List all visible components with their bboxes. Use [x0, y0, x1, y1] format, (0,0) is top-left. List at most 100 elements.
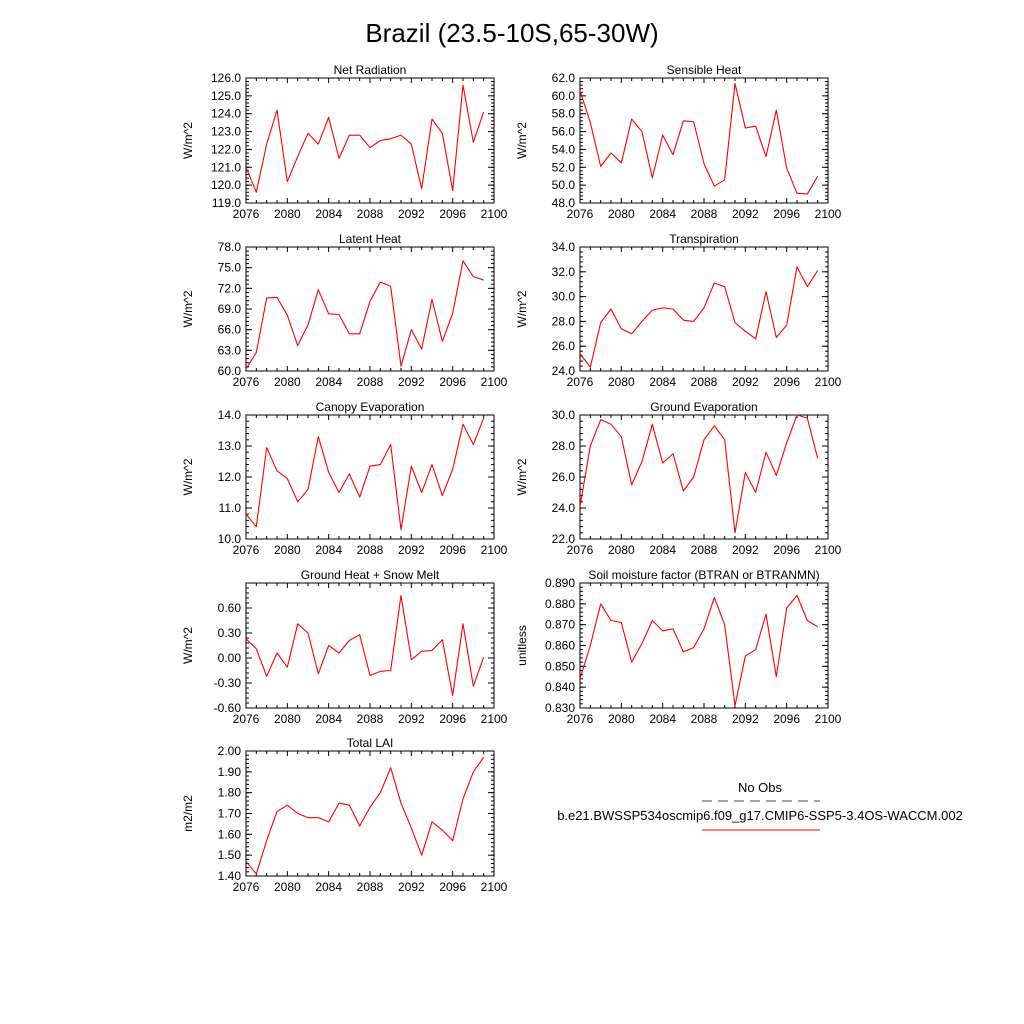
- panel-title: Ground Evaporation: [650, 400, 757, 414]
- series-line: [579, 82, 819, 195]
- y-tick-label: 78.0: [218, 240, 242, 254]
- legend-model-label: b.e21.BWSSP534oscmip6.f09_g17.CMIP6-SSP5…: [557, 808, 963, 823]
- x-tick-label: 2096: [773, 712, 800, 726]
- x-tick-label: 2096: [439, 880, 466, 894]
- x-tick-label: 2100: [481, 543, 508, 557]
- x-tick-label: 2080: [274, 375, 301, 389]
- panel-title: Net Radiation: [334, 63, 407, 77]
- panel-ylabel: W/m^2: [181, 627, 195, 664]
- x-tick-label: 2088: [357, 375, 384, 389]
- y-tick-label: 30.0: [552, 290, 576, 304]
- x-tick-label: 2096: [773, 375, 800, 389]
- x-tick-label: 2088: [691, 543, 718, 557]
- x-tick-label: 2092: [398, 543, 425, 557]
- y-tick-label: 0.60: [218, 601, 242, 615]
- x-tick-label: 2100: [481, 207, 508, 221]
- y-tick-label: 120.0: [211, 178, 241, 192]
- figure-title: Brazil (23.5-10S,65-30W): [365, 18, 658, 48]
- panel-ylabel: W/m^2: [181, 458, 195, 495]
- y-tick-label: 0.30: [218, 626, 242, 640]
- y-tick-label: 1.90: [218, 765, 242, 779]
- x-tick-label: 2088: [357, 880, 384, 894]
- y-tick-label: 63.0: [218, 343, 242, 357]
- y-tick-label: 0.860: [545, 639, 575, 653]
- y-tick-label: 58.0: [552, 107, 576, 121]
- panel-title: Canopy Evaporation: [316, 400, 425, 414]
- panel-title: Transpiration: [669, 232, 739, 246]
- y-tick-label: 32.0: [552, 265, 576, 279]
- series-line: [579, 594, 818, 707]
- y-tick-label: 123.0: [211, 125, 241, 139]
- y-tick-label: 0.840: [545, 680, 575, 694]
- panel-ylabel: W/m^2: [181, 122, 195, 159]
- x-tick-label: 2100: [815, 207, 842, 221]
- x-tick-label: 2080: [608, 375, 635, 389]
- panel-title: Total LAI: [347, 736, 394, 750]
- x-tick-label: 2080: [608, 712, 635, 726]
- y-tick-label: 52.0: [552, 160, 576, 174]
- x-tick-label: 2100: [481, 880, 508, 894]
- y-tick-label: 54.0: [552, 142, 576, 156]
- x-tick-label: 2092: [732, 543, 759, 557]
- y-tick-label: 28.0: [552, 314, 576, 328]
- y-tick-label: 0.850: [545, 659, 575, 673]
- x-tick-label: 2092: [398, 375, 425, 389]
- y-tick-label: 0.890: [545, 576, 575, 590]
- x-tick-label: 2080: [274, 543, 301, 557]
- y-tick-label: 50.0: [552, 178, 576, 192]
- x-tick-label: 2076: [567, 207, 594, 221]
- y-tick-label: 34.0: [552, 240, 576, 254]
- panel-5: Ground Evaporation W/m^2 2076 2080 2084 2088 2…: [515, 400, 842, 557]
- y-tick-label: 1.60: [218, 827, 242, 841]
- x-tick-label: 2076: [233, 375, 260, 389]
- x-tick-label: 2080: [274, 880, 301, 894]
- series-line: [245, 84, 485, 193]
- y-tick-label: 1.80: [218, 786, 242, 800]
- panel-7: Soil moisture factor (BTRAN or BTRANMN) u…: [515, 568, 842, 726]
- x-tick-label: 2088: [691, 375, 718, 389]
- y-tick-label: 14.0: [218, 408, 242, 422]
- x-tick-label: 2096: [439, 207, 466, 221]
- x-tick-label: 2092: [732, 712, 759, 726]
- x-tick-label: 2080: [608, 543, 635, 557]
- y-tick-label: 66.0: [218, 323, 242, 337]
- y-tick-label: 28.0: [552, 439, 576, 453]
- y-tick-label: 122.0: [211, 142, 241, 156]
- panel-6: Ground Heat + Snow Melt W/m^2 2076 2080 2084…: [181, 568, 508, 726]
- x-tick-label: 2092: [398, 207, 425, 221]
- x-tick-label: 2088: [691, 712, 718, 726]
- y-tick-label: 24.0: [552, 364, 576, 378]
- y-tick-label: 2.00: [218, 744, 242, 758]
- panel-ylabel: m2/m2: [181, 795, 195, 832]
- panel-0: Net Radiation W/m^2 2076 2080 2084 2088 2092 20…: [181, 63, 508, 221]
- legend-obs-label: No Obs: [738, 780, 783, 795]
- x-tick-label: 2100: [481, 712, 508, 726]
- y-tick-label: 12.0: [218, 470, 242, 484]
- x-tick-label: 2092: [732, 207, 759, 221]
- y-tick-label: -0.30: [214, 676, 242, 690]
- x-tick-label: 2076: [567, 375, 594, 389]
- x-tick-label: 2076: [567, 543, 594, 557]
- panel-title: Soil moisture factor (BTRAN or BTRANMN): [588, 568, 819, 582]
- legend: No Obs b.e21.BWSSP534oscmip6.f09_g17.CMI…: [557, 780, 963, 831]
- panel-ylabel: W/m^2: [515, 290, 529, 327]
- x-tick-label: 2100: [815, 375, 842, 389]
- x-tick-label: 2092: [732, 375, 759, 389]
- y-tick-label: 0.00: [218, 651, 242, 665]
- x-tick-label: 2084: [649, 207, 676, 221]
- series-line: [245, 594, 485, 697]
- x-tick-label: 2096: [773, 207, 800, 221]
- x-tick-label: 2096: [773, 543, 800, 557]
- series-line: [245, 756, 485, 875]
- x-tick-label: 2084: [315, 207, 342, 221]
- y-tick-label: 125.0: [211, 89, 241, 103]
- y-tick-label: 22.0: [552, 532, 576, 546]
- y-tick-label: 60.0: [552, 89, 576, 103]
- panels-group: Net Radiation W/m^2 2076 2080 2084 2088 2092 20…: [181, 63, 842, 894]
- y-tick-label: 69.0: [218, 302, 242, 316]
- y-tick-label: 124.0: [211, 107, 241, 121]
- x-tick-label: 2076: [233, 712, 260, 726]
- y-tick-label: 24.0: [552, 501, 576, 515]
